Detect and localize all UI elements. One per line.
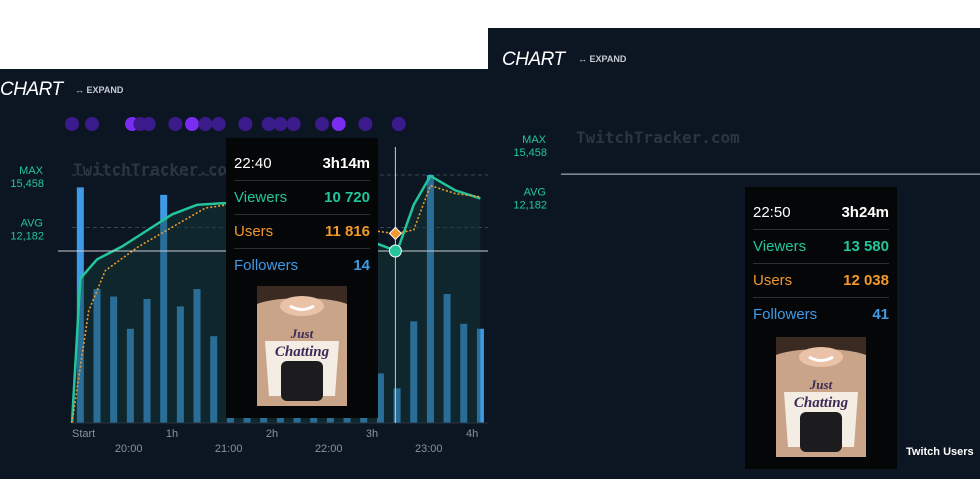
x-tick-elapsed: 3h bbox=[366, 428, 378, 440]
tooltip-users-row: Users 12 038 bbox=[753, 263, 889, 298]
tooltip-duration: 3h24m bbox=[841, 203, 889, 221]
tooltip-followers-value: 41 bbox=[872, 305, 889, 323]
tooltip-time-row: 22:50 3h24m bbox=[753, 195, 889, 230]
chart-tooltip: 22:50 3h24m Viewers 13 580 Users 12 038 … bbox=[745, 187, 897, 469]
category-thumbnail: Just Chatting bbox=[257, 286, 347, 406]
expand-button[interactable]: ↔ EXPAND bbox=[578, 54, 627, 64]
follower-bar bbox=[110, 296, 118, 423]
follower-bar bbox=[426, 175, 434, 423]
thumbnail-text-line2: Chatting bbox=[794, 395, 849, 411]
tooltip-duration: 3h14m bbox=[322, 154, 370, 172]
follower-bar bbox=[176, 306, 184, 423]
tooltip-followers-row: Followers 41 bbox=[753, 297, 889, 331]
tooltip-time: 22:50 bbox=[753, 203, 791, 221]
tooltip-users-row: Users 11 816 bbox=[234, 214, 370, 249]
tooltip-viewers-label: Viewers bbox=[234, 188, 288, 206]
activity-dot bbox=[315, 117, 330, 131]
avg-label: AVG bbox=[524, 187, 546, 199]
x-tick-elapsed: 2h bbox=[266, 428, 278, 440]
chart-panel-right: CHART ↔ EXPAND MAX 15,458 AVG 12,182 TwitchT… bbox=[488, 28, 980, 479]
avg-value: 12,182 bbox=[10, 231, 44, 243]
activity-dot bbox=[85, 117, 100, 131]
x-tick-elapsed: Start bbox=[72, 428, 95, 440]
follower-bar bbox=[126, 328, 134, 423]
stream-chart: MAX15,458AVG12,182TwitchTracker.comStart… bbox=[513, 128, 980, 212]
thumbnail-text-line1: Just bbox=[290, 326, 314, 341]
activity-dot bbox=[141, 117, 156, 131]
hover-point-viewers bbox=[388, 244, 402, 258]
chart-panel-left: CHART ↔ EXPAND MAX 15,458 AVG 12,182 TwitchT… bbox=[0, 69, 490, 479]
tooltip-viewers-label: Viewers bbox=[753, 237, 807, 255]
activity-dot bbox=[65, 117, 79, 131]
legend-twitch-users[interactable]: Twitch Users bbox=[902, 444, 978, 460]
follower-bar bbox=[193, 289, 201, 423]
users-line bbox=[71, 184, 481, 424]
activity-dot bbox=[331, 117, 346, 131]
chart-tooltip: 22:40 3h14m Viewers 10 720 Users 11 816 … bbox=[226, 138, 378, 418]
follower-bar bbox=[76, 187, 84, 423]
x-tick-clock: 20:00 bbox=[115, 443, 143, 455]
tooltip-viewers-value: 10 720 bbox=[324, 188, 370, 206]
x-tick-clock: 22:00 bbox=[315, 443, 343, 455]
category-thumbnail: Just Chatting bbox=[776, 337, 866, 457]
tooltip-followers-value: 14 bbox=[353, 256, 370, 274]
max-value: 15,458 bbox=[513, 147, 547, 159]
activity-dot bbox=[211, 117, 226, 131]
avg-value: 12,182 bbox=[513, 200, 547, 212]
follower-bar bbox=[410, 321, 418, 423]
tooltip-viewers-row: Viewers 10 720 bbox=[234, 180, 370, 215]
tooltip-users-label: Users bbox=[234, 222, 274, 240]
tooltip-users-label: Users bbox=[753, 271, 793, 289]
x-tick-elapsed: 1h bbox=[166, 428, 178, 440]
x-tick-clock: 23:00 bbox=[415, 443, 443, 455]
activity-dot bbox=[198, 117, 213, 131]
expand-button[interactable]: ↔ EXPAND bbox=[75, 85, 124, 95]
follower-bar bbox=[460, 323, 468, 423]
activity-dot bbox=[261, 117, 276, 131]
hover-point-users bbox=[388, 226, 403, 241]
activity-dot bbox=[391, 117, 406, 131]
activity-dot bbox=[358, 117, 373, 131]
watermark: TwitchTracker.com bbox=[576, 128, 740, 147]
thumbnail-text-line2: Chatting bbox=[275, 344, 330, 360]
follower-bar bbox=[376, 373, 384, 423]
tooltip-time-row: 22:40 3h14m bbox=[234, 146, 370, 181]
follower-bar bbox=[160, 194, 168, 423]
follower-bar bbox=[393, 388, 401, 423]
follower-bar bbox=[210, 336, 218, 423]
tooltip-users-value: 12 038 bbox=[843, 271, 889, 289]
thumbnail-text-line1: Just bbox=[809, 377, 833, 392]
watermark: TwitchTracker.com bbox=[73, 160, 237, 179]
max-label: MAX bbox=[522, 134, 547, 146]
chart-title: CHART bbox=[0, 79, 63, 100]
follower-bar bbox=[93, 289, 101, 423]
tooltip-followers-label: Followers bbox=[753, 305, 818, 323]
tooltip-viewers-row: Viewers 13 580 bbox=[753, 229, 889, 264]
max-value: 15,458 bbox=[10, 178, 44, 190]
thumbnail-art: Just Chatting bbox=[776, 337, 866, 457]
avg-label: AVG bbox=[21, 218, 43, 230]
x-tick-elapsed: 4h bbox=[466, 428, 478, 440]
tooltip-time: 22:40 bbox=[234, 154, 272, 172]
follower-bar bbox=[476, 328, 484, 423]
activity-dot bbox=[238, 117, 253, 131]
activity-dot bbox=[168, 117, 183, 131]
follower-bar bbox=[143, 299, 151, 423]
tooltip-viewers-value: 13 580 bbox=[843, 237, 889, 255]
x-tick-clock: 21:00 bbox=[215, 443, 243, 455]
follower-bar bbox=[443, 294, 451, 423]
tooltip-followers-row: Followers 14 bbox=[234, 248, 370, 282]
tooltip-users-value: 11 816 bbox=[324, 222, 370, 240]
thumbnail-art: Just Chatting bbox=[257, 286, 347, 406]
activity-dot bbox=[286, 117, 301, 131]
activity-dot bbox=[273, 117, 288, 131]
activity-dot bbox=[185, 117, 200, 131]
tooltip-followers-label: Followers bbox=[234, 256, 299, 274]
chart-title: CHART bbox=[502, 49, 565, 70]
max-label: MAX bbox=[19, 165, 44, 177]
